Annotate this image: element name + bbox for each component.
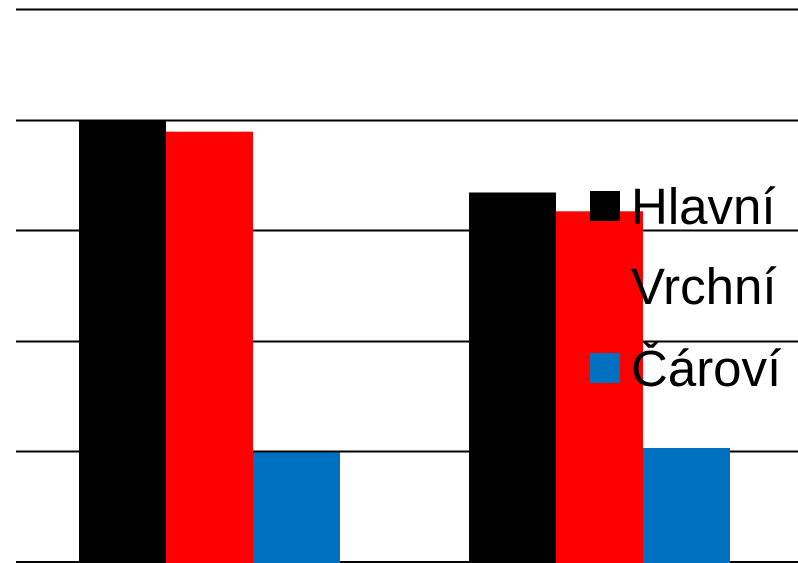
bar-series-2-category-2 (556, 211, 643, 563)
legend-label: Vrchní (631, 258, 777, 315)
legend-swatch (590, 191, 620, 221)
bars (79, 120, 730, 563)
legend: Hlavní Vrchní Čároví (590, 178, 781, 397)
legend-swatch (590, 271, 620, 301)
bar-series-1-category-2 (469, 192, 556, 563)
bar-series-2-category-1 (166, 131, 253, 563)
bar-series-3-category-2 (643, 447, 730, 563)
bar-series-3-category-1 (253, 452, 340, 563)
legend-label: Hlavní (631, 178, 776, 235)
legend-label: Čároví (631, 340, 781, 397)
legend-swatch (590, 353, 620, 383)
bar-series-1-category-1 (79, 120, 166, 563)
